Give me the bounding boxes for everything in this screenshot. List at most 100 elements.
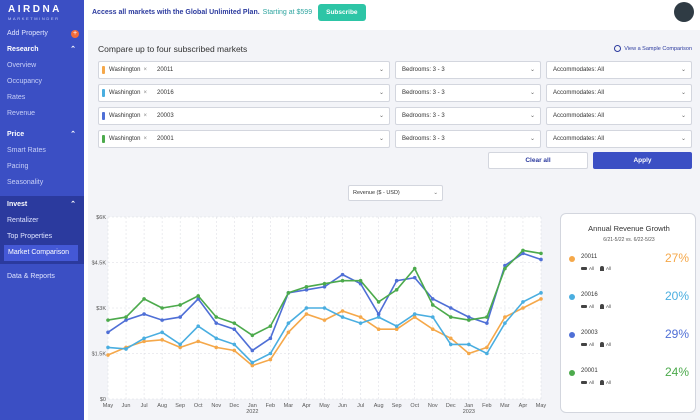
data-point [196, 339, 201, 344]
data-point [232, 321, 237, 325]
sidebar-item-data-reports[interactable]: Data & Reports [7, 273, 55, 280]
accommodates-select[interactable]: Accommodates: All ⌄ [546, 61, 692, 79]
accommodates-select[interactable]: Accommodates: All ⌄ [546, 130, 692, 148]
data-point [467, 315, 471, 319]
data-point [124, 347, 128, 351]
metric-select[interactable]: Revenue ($ - USD) ⌄ [348, 185, 443, 201]
bedrooms-select[interactable]: Bedrooms: 3 - 3 ⌄ [395, 84, 541, 102]
bed-icon [581, 381, 587, 384]
y-tick-label: $0 [100, 397, 106, 403]
data-point [340, 278, 345, 283]
close-icon[interactable]: × [143, 136, 147, 142]
data-point [539, 257, 543, 262]
sidebar-item-seasonality[interactable]: Seasonality [7, 179, 44, 186]
sidebar-item-rates[interactable]: Rates [7, 94, 26, 101]
sample-link-label: View a Sample Comparison [624, 45, 692, 52]
data-point [412, 312, 417, 316]
data-point [485, 351, 489, 356]
sidebar-item-occupancy[interactable]: Occupancy [7, 78, 43, 85]
growth-entry-meta: All All [581, 342, 611, 347]
logo[interactable]: AIRDNA MARKETMINDER [0, 0, 84, 26]
annual-growth-card: Annual Revenue Growth 6/21-5/22 vs. 6/22… [560, 213, 696, 413]
sidebar-item-smart-rates[interactable]: Smart Rates [7, 147, 46, 154]
growth-entry-name: 20003 [581, 330, 598, 336]
chevron-up-icon: ⌃ [70, 131, 76, 138]
x-tick-label: Sep [392, 403, 402, 409]
page-title: Compare up to four subscribed markets [98, 44, 248, 54]
market-input[interactable]: Washington × 20016 ⌄ [98, 84, 390, 102]
accommodates-select[interactable]: Accommodates: All ⌄ [546, 107, 692, 125]
x-tick-label: Oct [194, 403, 203, 409]
data-point [178, 342, 182, 347]
market-input[interactable]: Washington × 20003 ⌄ [98, 107, 390, 125]
series-dot [569, 294, 575, 300]
market-input[interactable]: Washington × 20001 ⌄ [98, 130, 390, 148]
sidebar-section-price[interactable]: Price ⌃ [0, 127, 84, 143]
x-tick-label: Oct [410, 403, 419, 409]
close-icon[interactable]: × [143, 90, 147, 96]
close-icon[interactable]: × [143, 113, 147, 119]
close-icon[interactable]: × [143, 67, 147, 73]
x-tick-label: Dec [229, 403, 239, 409]
x-tick-label: Sep [175, 403, 185, 409]
bedroom-filter-label: All [589, 304, 595, 309]
data-point [286, 330, 291, 335]
bedrooms-select[interactable]: Bedrooms: 3 - 3 ⌄ [395, 61, 541, 79]
sample-comparison-link[interactable]: View a Sample Comparison [614, 45, 692, 52]
chevron-down-icon: ⌄ [529, 113, 535, 119]
x-tick-label: Jan [464, 403, 473, 409]
x-tick-label: Jan [248, 403, 257, 409]
guest-filter-label: All [606, 266, 612, 271]
data-point [467, 351, 471, 356]
chevron-down-icon: ⌄ [680, 90, 686, 96]
x-tick-label: May [319, 403, 330, 409]
city-chip-label: Washington [109, 113, 141, 119]
data-point [340, 309, 345, 313]
growth-entry: 20016 20% All All [569, 289, 691, 322]
growth-entry-name: 20001 [581, 368, 598, 374]
sidebar-item-rentalizer[interactable]: Rentalizer [7, 217, 39, 224]
data-point [376, 312, 381, 316]
data-point [250, 333, 255, 338]
bedrooms-select[interactable]: Bedrooms: 3 - 3 ⌄ [395, 107, 541, 125]
data-point [394, 327, 399, 332]
series-dot [569, 332, 575, 338]
data-point [286, 291, 291, 295]
accommodates-value: Accommodates: All [553, 90, 605, 96]
sidebar-item-pacing[interactable]: Pacing [7, 163, 29, 170]
avatar[interactable] [674, 2, 694, 22]
guest-filter-label: All [606, 342, 612, 347]
subscribe-button[interactable]: Subscribe [318, 3, 366, 21]
apply-button[interactable]: Apply [593, 152, 692, 169]
bedroom-filter-label: All [589, 380, 595, 385]
accommodates-value: Accommodates: All [553, 67, 605, 73]
chevron-down-icon: ⌄ [680, 136, 686, 142]
market-input[interactable]: Washington × 20011 ⌄ [98, 61, 390, 79]
zip-chip-label: 20003 [157, 113, 174, 119]
guest-filter-label: All [606, 304, 612, 309]
zip-chip: 20003 [157, 108, 174, 124]
zip-chip: 20011 [157, 62, 173, 78]
sidebar-item-add-property[interactable]: Add Property + [0, 26, 84, 42]
data-point [106, 353, 110, 357]
data-point [394, 278, 399, 283]
bed-icon [581, 305, 587, 308]
data-point [358, 315, 363, 319]
series-dot [569, 370, 575, 376]
sidebar-item-revenue[interactable]: Revenue [7, 110, 36, 117]
clear-all-button[interactable]: Clear all [488, 152, 588, 169]
data-point [232, 342, 237, 347]
person-icon [600, 342, 605, 347]
sidebar-section-research[interactable]: Research ⌃ [0, 42, 84, 58]
accommodates-select[interactable]: Accommodates: All ⌄ [546, 84, 692, 102]
zip-chip-label: 20011 [157, 67, 174, 73]
y-tick-label: $6K [96, 215, 106, 221]
bedrooms-select[interactable]: Bedrooms: 3 - 3 ⌄ [395, 130, 541, 148]
data-point [430, 315, 435, 319]
x-tick-label: Feb [266, 403, 275, 409]
sidebar-section-invest[interactable]: Invest ⌃ [0, 197, 84, 213]
sidebar-item-top-properties[interactable]: Top Properties [7, 233, 53, 240]
sidebar-item-overview[interactable]: Overview [7, 62, 37, 69]
sidebar-item-market-comparison[interactable]: Market Comparison [4, 245, 78, 261]
zip-chip-label: 20016 [157, 90, 174, 96]
